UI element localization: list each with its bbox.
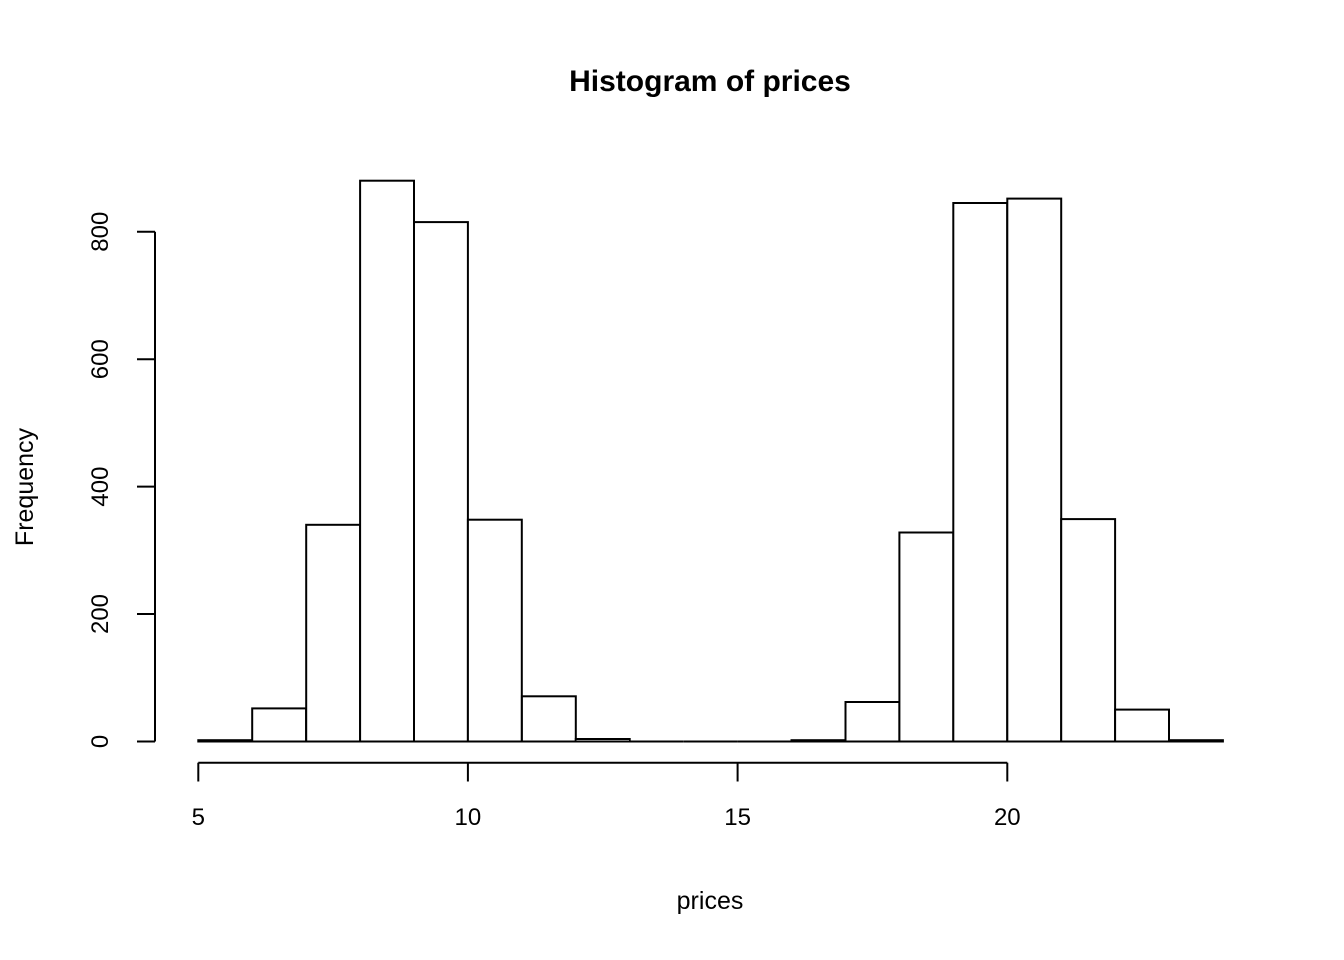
histogram-bar [952, 202, 1009, 743]
y-axis-label: Frequency [11, 427, 39, 546]
x-axis-label: prices [677, 887, 744, 915]
histogram-bar [898, 531, 955, 743]
histogram-bar [359, 179, 416, 743]
y-tick-label: 600 [87, 339, 114, 379]
histogram-bar [1060, 518, 1117, 743]
histogram-bar [197, 739, 254, 743]
histogram-bar [305, 523, 362, 743]
x-tick-label: 5 [192, 804, 205, 831]
histogram-bar [1006, 197, 1063, 743]
histogram-bar [1168, 739, 1224, 743]
y-tick-label: 200 [87, 594, 114, 634]
x-tick-label: 15 [724, 804, 751, 831]
histogram-bar [1114, 708, 1170, 743]
bars-group [197, 179, 1224, 743]
y-tick-label: 400 [87, 467, 114, 507]
histogram-bar [413, 221, 469, 743]
histogram-bar [520, 695, 577, 743]
histogram-bar [574, 738, 631, 743]
x-tick-label: 10 [455, 804, 482, 831]
chart-title: Histogram of prices [569, 65, 851, 98]
y-tick-label: 800 [87, 212, 114, 252]
histogram-bar [790, 739, 847, 743]
x-tick-label: 20 [994, 804, 1021, 831]
histogram-bar [251, 707, 308, 743]
histogram-bar [844, 701, 901, 743]
histogram-bar [466, 518, 523, 743]
x-axis: 5 10 15 20 [192, 761, 1021, 831]
y-tick-label: 0 [87, 735, 114, 748]
y-axis: 0 200 400 600 800 [87, 212, 156, 748]
